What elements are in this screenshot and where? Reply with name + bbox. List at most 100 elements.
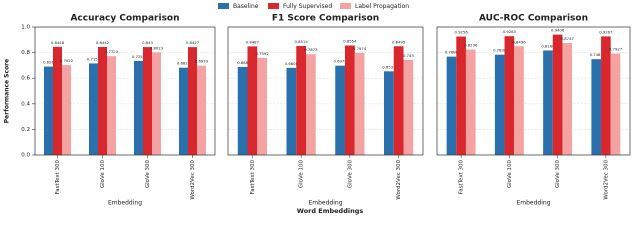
value-label: 0.8023 xyxy=(150,45,164,50)
bar xyxy=(143,47,152,155)
value-label: 0.8427 xyxy=(186,40,200,45)
value-label: 0.691 xyxy=(43,60,54,65)
value-label: 0.6979 xyxy=(195,59,209,64)
value-label: 0.8236 xyxy=(464,43,478,48)
legend-label: Baseline xyxy=(233,3,259,10)
value-label: 0.9267 xyxy=(599,29,613,34)
value-label: 0.8495 xyxy=(392,39,406,44)
bar xyxy=(403,59,414,156)
plot-frame xyxy=(34,26,216,156)
x-axis-label: Embedding xyxy=(108,200,142,207)
y-tick-label: 0.6 xyxy=(21,76,30,82)
bar xyxy=(89,63,98,155)
bar xyxy=(107,56,116,155)
bar xyxy=(53,46,62,155)
x-tick-label: GloVe 300 xyxy=(145,160,151,189)
bar xyxy=(384,71,394,155)
bar xyxy=(335,65,345,155)
bar xyxy=(591,59,602,156)
bar xyxy=(257,57,267,155)
bar xyxy=(237,66,248,155)
bar xyxy=(306,54,316,155)
bar xyxy=(543,50,553,155)
x-tick-label: FastText 300 xyxy=(55,160,61,195)
value-label: 0.8487 xyxy=(246,39,260,44)
value-label: 0.6979 xyxy=(333,59,347,64)
bar xyxy=(552,34,563,156)
bar xyxy=(504,36,515,156)
bar xyxy=(286,67,297,155)
bar xyxy=(514,46,524,155)
value-label: 0.7723 xyxy=(105,49,119,54)
value-label: 0.6823 xyxy=(177,61,191,66)
value-label: 0.7974 xyxy=(353,46,367,51)
bar xyxy=(456,36,466,155)
x-tick-label: GloVe 300 xyxy=(555,160,561,189)
y-tick-label: 0.4 xyxy=(21,101,30,107)
bar xyxy=(345,45,355,155)
bar xyxy=(465,49,476,155)
value-label: 0.6537 xyxy=(382,64,396,69)
figure-xlabel: Word Embeddings xyxy=(297,207,364,215)
bar xyxy=(188,47,197,155)
value-label: 0.6808 xyxy=(285,61,299,66)
bar xyxy=(98,46,107,156)
x-tick-label: FastText 300 xyxy=(459,160,465,195)
bar xyxy=(179,67,188,155)
y-tick-label: 0.8 xyxy=(21,50,30,56)
value-label: 0.688 xyxy=(237,60,248,65)
legend-label: Fully Supervised xyxy=(283,3,332,10)
legend-label: Label Propagation xyxy=(355,3,409,10)
chart-title: AUC-ROC Comparison xyxy=(479,14,588,24)
value-label: 0.8747 xyxy=(561,36,575,41)
chart-title: F1 Score Comparison xyxy=(272,14,379,24)
value-label: 0.7592 xyxy=(255,51,269,56)
value-label: 0.8442 xyxy=(96,40,110,45)
x-tick-label: GloVe 100 xyxy=(507,160,513,189)
bar xyxy=(494,54,505,155)
bar xyxy=(296,46,306,156)
plot-frame xyxy=(227,26,424,156)
value-label: 0.9283 xyxy=(503,29,517,34)
bar xyxy=(134,60,143,155)
value-label: 0.7352 xyxy=(132,54,146,59)
bar xyxy=(247,46,258,155)
value-label: 0.7487 xyxy=(590,52,604,57)
value-label: 0.9406 xyxy=(551,28,565,33)
value-label: 0.7686 xyxy=(445,50,459,55)
value-label: 0.8448 xyxy=(51,40,65,45)
bar xyxy=(354,52,365,155)
value-label: 0.9256 xyxy=(454,30,468,35)
value-label: 0.7873 xyxy=(304,47,318,52)
value-label: 0.8554 xyxy=(343,39,357,44)
bar xyxy=(562,43,573,155)
legend-swatch xyxy=(218,3,229,9)
y-tick-label: 0.0 xyxy=(21,153,30,159)
x-tick-label: FastText 300 xyxy=(250,160,256,195)
value-label: 0.8168 xyxy=(541,43,555,48)
value-label: 0.7927 xyxy=(609,47,623,52)
value-label: 0.7838 xyxy=(493,48,507,53)
bar xyxy=(610,53,621,155)
bar xyxy=(152,52,161,155)
bar xyxy=(44,66,53,155)
legend-swatch xyxy=(340,3,351,9)
y-tick-label: 0.2 xyxy=(21,127,30,133)
x-axis-label: Embedding xyxy=(308,200,342,207)
figure: Word Embeddings Baseline Fully Supervised… xyxy=(4,3,631,215)
y-axis-label: Performance Score xyxy=(4,59,11,123)
value-label: 0.7022 xyxy=(60,58,74,63)
legend-swatch xyxy=(268,3,279,9)
value-label: 0.843 xyxy=(142,40,153,45)
x-tick-label: GloVe 100 xyxy=(100,160,106,189)
x-axis-label: Embedding xyxy=(516,200,550,207)
x-tick-label: GloVe 100 xyxy=(299,160,305,189)
value-label: 0.8514 xyxy=(294,39,308,44)
chart-title: Accuracy Comparison xyxy=(70,14,179,24)
y-tick-label: 1.0 xyxy=(21,25,30,31)
bar xyxy=(393,46,404,155)
value-label: 0.8496 xyxy=(512,39,526,44)
x-tick-label: Word2Vec 300 xyxy=(396,160,402,200)
bar xyxy=(601,36,611,155)
value-label: 0.743 xyxy=(403,53,414,58)
